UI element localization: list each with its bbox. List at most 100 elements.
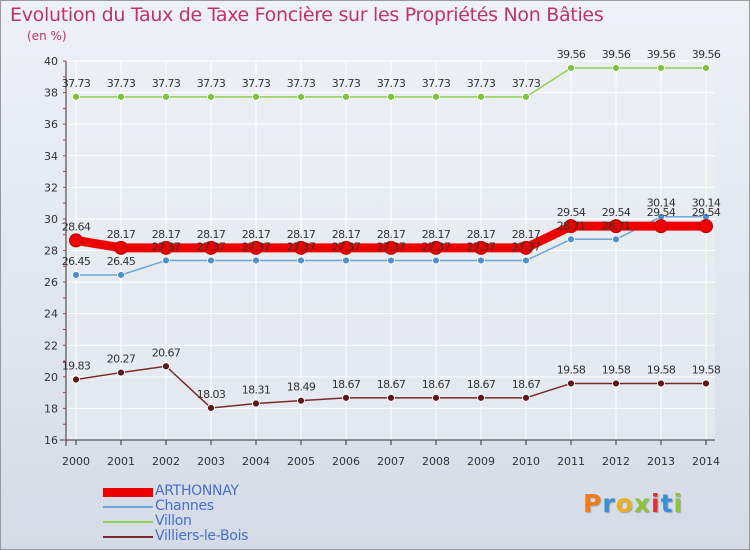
x-tick-label: 2002 [152,455,180,468]
legend-label-channes: Channes [155,498,214,514]
data-label: 37.73 [467,77,496,90]
data-point [204,240,218,255]
data-point [72,92,80,101]
data-point [207,256,215,265]
data-label: 30.14 [692,197,721,210]
data-point [249,240,263,255]
data-point [339,240,353,255]
x-tick-label: 2004 [242,455,270,468]
data-label: 29.54 [647,206,676,219]
legend-swatch-arthonnay [103,487,153,497]
data-label: 20.27 [107,353,136,366]
data-label: 37.73 [287,77,316,90]
y-tick-label: 20 [44,371,58,384]
data-point [477,92,485,101]
data-point [117,271,125,279]
data-label: 29.54 [602,206,631,219]
series-channes [72,212,710,279]
data-point [522,92,530,101]
data-point [657,64,665,72]
series-arthonnay [69,219,713,255]
x-tick-label: 2007 [377,455,405,468]
data-label: 28.17 [107,228,136,241]
data-point [252,256,260,265]
data-point [477,393,485,402]
data-point [567,379,575,388]
data-label: 18.67 [377,378,406,391]
legend-label-villon: Villon [155,513,192,529]
data-label: 18.67 [332,378,361,391]
data-label: 27.37 [287,240,316,253]
x-tick-label: 2005 [287,455,315,468]
data-label: 37.73 [422,77,451,90]
y-tick-label: 32 [44,181,58,194]
chart-title: Evolution du Taux de Taxe Foncière sur l… [10,4,604,26]
data-point [699,219,713,234]
data-label: 39.56 [647,48,676,61]
series-villiers-le-bois [72,362,710,412]
data-point [297,396,305,405]
data-label: 27.37 [197,240,226,253]
x-tick-label: 2014 [692,455,720,468]
data-label: 29.54 [692,206,721,219]
data-label: 37.73 [152,77,181,90]
data-label: 19.83 [62,360,91,373]
x-tick-label: 2011 [557,455,585,468]
data-point [297,92,305,101]
data-point [609,219,623,234]
y-tick-label: 26 [44,276,58,289]
data-label: 28.17 [422,228,451,241]
data-point [429,240,443,255]
data-label: 27.37 [242,240,271,253]
legend-label-villiers-le-bois: Villiers-le-Bois [155,528,249,544]
data-label: 28.17 [512,228,541,241]
data-label: 37.73 [332,77,361,90]
data-point [567,64,575,72]
data-label: 18.67 [422,378,451,391]
data-label: 30.14 [647,197,676,210]
y-tick-label: 18 [44,402,58,415]
data-label: 39.56 [692,48,721,61]
data-point [654,219,668,234]
data-point [702,64,710,72]
data-label: 28.17 [467,228,496,241]
data-label: 37.73 [512,77,541,90]
y-tick-label: 24 [44,308,58,321]
y-tick-label: 16 [44,434,58,447]
data-point [72,375,80,384]
data-point [519,240,533,255]
data-label: 37.73 [107,77,136,90]
data-point [342,92,350,101]
data-label: 19.58 [692,363,721,376]
legend-swatch-channes [103,506,153,508]
y-tick-label: 34 [44,150,58,163]
y-tick-label: 38 [44,87,58,100]
x-tick-label: 2013 [647,455,675,468]
y-tick-label: 22 [44,339,58,352]
data-label: 37.73 [197,77,226,90]
data-label: 37.73 [242,77,271,90]
data-label: 28.17 [332,228,361,241]
x-tick-label: 2010 [512,455,540,468]
data-point [702,379,710,388]
x-tick-label: 2001 [107,455,135,468]
data-point [522,393,530,402]
data-point [657,379,665,388]
data-label: 18.03 [197,388,226,401]
data-point [612,379,620,388]
data-label: 19.58 [647,363,676,376]
data-label: 18.67 [512,378,541,391]
x-tick-label: 2008 [422,455,450,468]
data-point [432,393,440,402]
data-label: 18.67 [467,378,496,391]
data-label: 27.37 [512,240,541,253]
data-label: 37.73 [62,77,91,90]
y-tick-label: 30 [44,213,58,226]
data-point [384,240,398,255]
data-point [162,92,170,101]
data-point [69,233,83,248]
data-point [567,235,575,244]
y-tick-label: 28 [44,245,58,258]
series-villon [72,64,710,101]
data-label: 28.71 [557,219,586,232]
